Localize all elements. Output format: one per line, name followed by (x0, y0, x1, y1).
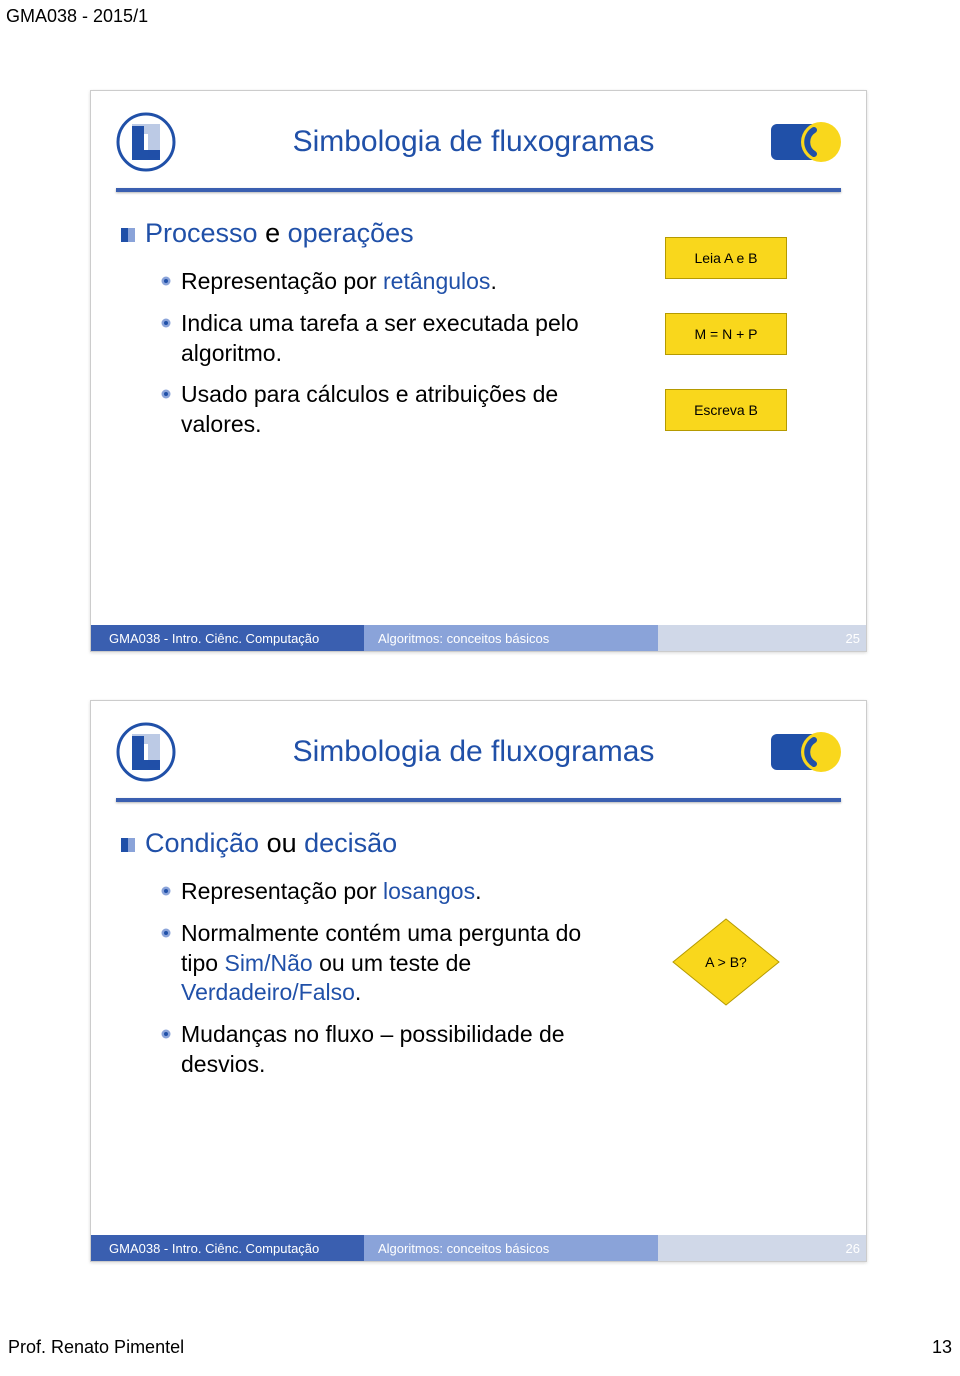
sub-text: Representação por losangos. (181, 877, 481, 907)
body-right: Leia A e B M = N + P Escreva B (616, 217, 836, 452)
slide-footer: GMA038 - Intro. Ciênc. Computação Algori… (91, 625, 866, 651)
dot-icon (161, 928, 171, 938)
sub-item: Normalmente contém uma pergunta do tipo … (161, 919, 606, 1009)
heading-item: Processo e operações (121, 217, 606, 251)
slide-header: Simbologia de fluxogramas (91, 91, 866, 184)
slide-body: Processo e operações Representação por r… (91, 192, 866, 452)
heading-item: Condição ou decisão (121, 827, 606, 861)
footer-page-number: 13 (932, 1337, 952, 1358)
footer-topic: Algoritmos: conceitos básicos (364, 1235, 658, 1261)
kw: Verdadeiro/Falso (181, 979, 355, 1005)
slide-1: Simbologia de fluxogramas Processo e ope… (90, 90, 867, 652)
sub-item: Representação por retângulos. (161, 267, 606, 297)
sub-item: Mudanças no fluxo – possibilidade de des… (161, 1020, 606, 1080)
text: Representação por (181, 878, 383, 904)
heading-text: Condição ou decisão (145, 827, 397, 861)
page-header: GMA038 - 2015/1 (6, 6, 148, 27)
dot-icon (161, 886, 171, 896)
sub-item: Indica uma tarefa a ser executada pelo a… (161, 309, 606, 369)
body-left: Processo e operações Representação por r… (121, 217, 616, 452)
footer-course: GMA038 - Intro. Ciênc. Computação (91, 625, 364, 651)
footer-page-num: 25 (658, 625, 866, 651)
heading-text: Processo e operações (145, 217, 414, 251)
logo-left-icon (116, 722, 176, 782)
kw: losangos (383, 878, 475, 904)
bullet-icon (121, 838, 135, 852)
dot-icon (161, 276, 171, 286)
sub-text: Mudanças no fluxo – possibilidade de des… (181, 1020, 606, 1080)
sub-text: Representação por retângulos. (181, 267, 497, 297)
footer-author: Prof. Renato Pimentel (8, 1337, 184, 1358)
diamond-label: A > B? (671, 917, 781, 1007)
page-footer: Prof. Renato Pimentel 13 (8, 1337, 952, 1358)
logo-left-icon (116, 112, 176, 172)
text: Representação por (181, 268, 383, 294)
slide-body: Condição ou decisão Representação por lo… (91, 802, 866, 1092)
kw: retângulos (383, 268, 490, 294)
body-right: A > B? (616, 827, 836, 1092)
footer-course: GMA038 - Intro. Ciênc. Computação (91, 1235, 364, 1261)
sub-text: Indica uma tarefa a ser executada pelo a… (181, 309, 606, 369)
flowchart-diamond: A > B? (671, 917, 781, 1007)
logo-right-icon (771, 727, 841, 777)
slide-title: Simbologia de fluxogramas (176, 735, 771, 769)
dot-icon (161, 1029, 171, 1039)
text: . (490, 268, 496, 294)
kw: Condição (145, 828, 259, 858)
sub-list: Representação por losangos. Normalmente … (121, 877, 606, 1080)
slide-footer: GMA038 - Intro. Ciênc. Computação Algori… (91, 1235, 866, 1261)
dot-icon (161, 318, 171, 328)
sub-text: Normalmente contém uma pergunta do tipo … (181, 919, 606, 1009)
slide-2: Simbologia de fluxogramas Condição ou de… (90, 700, 867, 1262)
sub-item: Usado para cálculos e atribuições de val… (161, 380, 606, 440)
dot-icon (161, 389, 171, 399)
kw: Sim/Não (224, 950, 312, 976)
body-left: Condição ou decisão Representação por lo… (121, 827, 616, 1092)
flowchart-rect: Escreva B (665, 389, 787, 431)
footer-page-num: 26 (658, 1235, 866, 1261)
bullet-icon (121, 228, 135, 242)
slide-header: Simbologia de fluxogramas (91, 701, 866, 794)
sub-item: Representação por losangos. (161, 877, 606, 907)
text: ou um teste de (313, 950, 472, 976)
text: . (475, 878, 481, 904)
kw: decisão (304, 828, 397, 858)
flowchart-rect: Leia A e B (665, 237, 787, 279)
text: e (258, 218, 288, 248)
flowchart-rect: M = N + P (665, 313, 787, 355)
kw: Processo (145, 218, 258, 248)
text: . (355, 979, 361, 1005)
footer-topic: Algoritmos: conceitos básicos (364, 625, 658, 651)
logo-right-icon (771, 117, 841, 167)
text: ou (259, 828, 304, 858)
kw: operações (288, 218, 414, 248)
sub-text: Usado para cálculos e atribuições de val… (181, 380, 606, 440)
slide-title: Simbologia de fluxogramas (176, 125, 771, 159)
sub-list: Representação por retângulos. Indica uma… (121, 267, 606, 440)
